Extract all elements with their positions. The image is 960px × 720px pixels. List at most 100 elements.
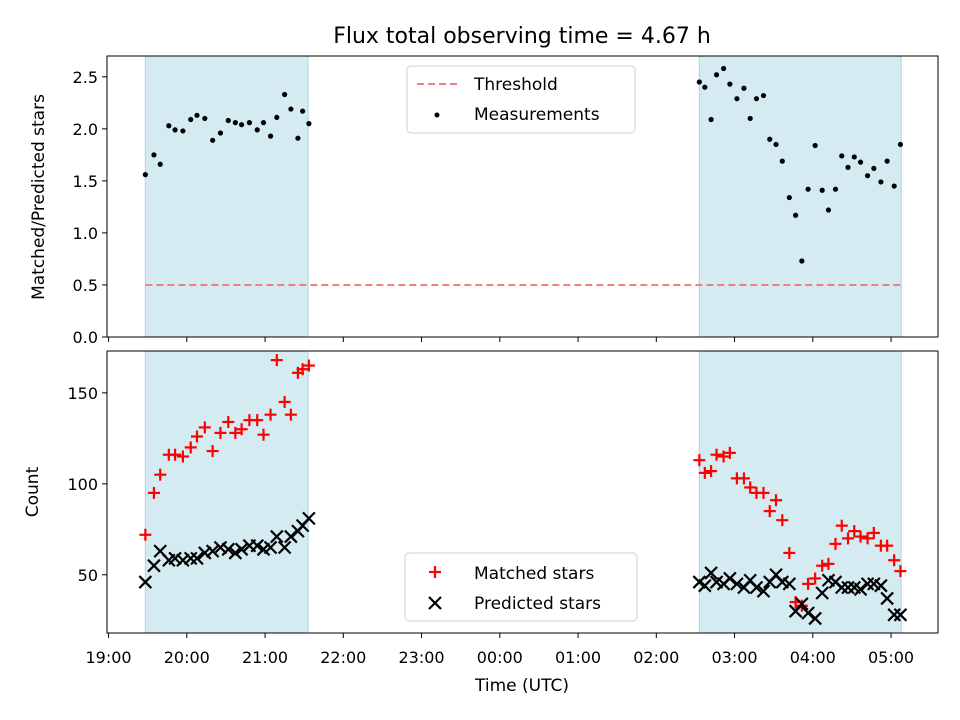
measurement-point [727,81,733,87]
bottom-axes-frame [106,350,939,634]
measurement-point [194,112,200,118]
matched-star-point [723,446,736,459]
matched-star-point [705,465,718,478]
measurement-point [786,194,792,201]
measurement-point [753,96,760,102]
matched-star-point [783,546,796,559]
measurement-point [202,115,208,122]
measurement-point [300,108,306,114]
predicted-star-point [277,540,292,555]
matched-star-point [296,363,309,376]
measurement-point [819,187,825,193]
measurement-point [760,92,767,99]
legend-matched-swatch [429,566,441,578]
matched-star-point [867,526,880,539]
predicted-star-point [704,566,718,580]
matched-star-point [776,514,789,527]
bottom-legend-box [404,552,638,622]
measurement-point [812,142,818,149]
matched-star-point [147,486,160,499]
measurement-point [288,106,294,112]
predicted-star-point [874,578,888,593]
measurement-point [884,158,890,164]
legend-measurements-label: Measurements [474,105,600,125]
matched-star-point [198,421,211,434]
measurement-point [225,117,231,124]
measurement-point [792,212,799,218]
top-legend-box [406,65,636,134]
matched-star-point [829,537,842,550]
measurement-point [210,137,216,143]
y-tick-label: 1.0 [73,224,98,243]
matched-star-point [176,450,189,463]
matched-star-point [763,505,776,518]
predicted-star-point [198,546,212,560]
legend-matched-label: Matched stars [474,564,594,584]
measurement-point [166,123,172,129]
measurement-point [696,79,702,85]
predicted-star-point [756,584,771,598]
predicted-star-point [176,553,190,568]
legend-predicted-label: Predicted stars [474,594,601,614]
measurement-point [741,85,747,91]
predicted-star-point [302,511,316,526]
measurement-point [172,127,178,133]
shaded-interval [144,55,309,338]
matched-star-point [698,466,711,479]
matched-star-point [154,468,167,481]
legend-measurements-swatch [434,112,440,118]
measurement-point [851,154,857,160]
top-shaded-regions [144,55,902,338]
shaded-interval [698,350,902,634]
x-tick-label: 05:00 [868,648,914,667]
matched-star-point [881,539,894,552]
measurement-point [747,115,753,122]
predicted-star-point [284,529,298,544]
measurement-point [274,114,280,121]
measurement-point [267,133,274,139]
y-tick-label: 150 [67,384,98,403]
predicted-star-point [834,580,849,595]
measurement-point [188,116,194,123]
measurement-point [713,72,720,78]
predicted-star-point [841,580,855,595]
predicted-stars-points [138,511,908,626]
matched-star-point [278,395,291,408]
measurement-point [891,183,897,189]
y-tick-label: 2.5 [73,68,98,87]
measurement-point [878,179,884,185]
measurement-point [260,120,267,126]
bottom-x-ticks: 19:00 20:00 21:00 22:00 23:00 00:00 01:00 02:00… [86,633,914,667]
top-legend: Threshold Measurements [406,65,636,134]
top-title: Flux total observing time = 4.67 h [333,24,711,49]
matched-star-point [888,554,901,567]
predicted-star-point [893,608,908,622]
matched-star-point [809,572,822,585]
matched-star-point [214,426,227,439]
predicted-star-point [213,540,228,555]
matched-star-point [284,408,297,421]
predicted-star-point [263,540,278,555]
measurement-point [238,122,245,128]
matched-star-point [693,454,706,467]
matched-star-point [737,472,750,485]
x-tick-label: 04:00 [790,648,836,667]
measurement-point [805,186,811,192]
top-axes-frame [106,55,939,338]
matched-star-point [184,441,197,454]
predicted-star-point [749,580,764,595]
y-tick-label: 2.0 [73,120,98,139]
x-tick-label: 20:00 [164,648,210,667]
matched-star-point [257,428,270,441]
matched-star-point [710,448,723,461]
x-tick-label: 01:00 [555,648,601,667]
predicted-star-point [190,551,204,566]
legend-predicted-swatch [428,596,442,610]
matched-star-point [802,577,815,590]
measurement-point [232,120,238,126]
measurement-point [779,158,785,164]
matched-star-point [835,519,848,532]
predicted-star-point [205,544,220,558]
x-tick-label: 03:00 [711,648,757,667]
measurement-point [708,116,714,123]
